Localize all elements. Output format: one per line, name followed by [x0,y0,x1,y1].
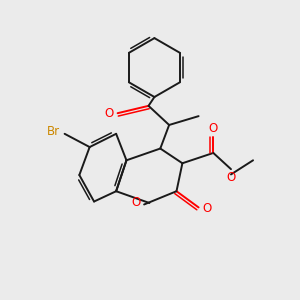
Text: O: O [202,202,212,215]
Text: O: O [209,122,218,135]
Text: O: O [131,196,140,209]
Text: O: O [226,171,236,184]
Text: Br: Br [47,125,60,138]
Text: O: O [104,107,113,120]
